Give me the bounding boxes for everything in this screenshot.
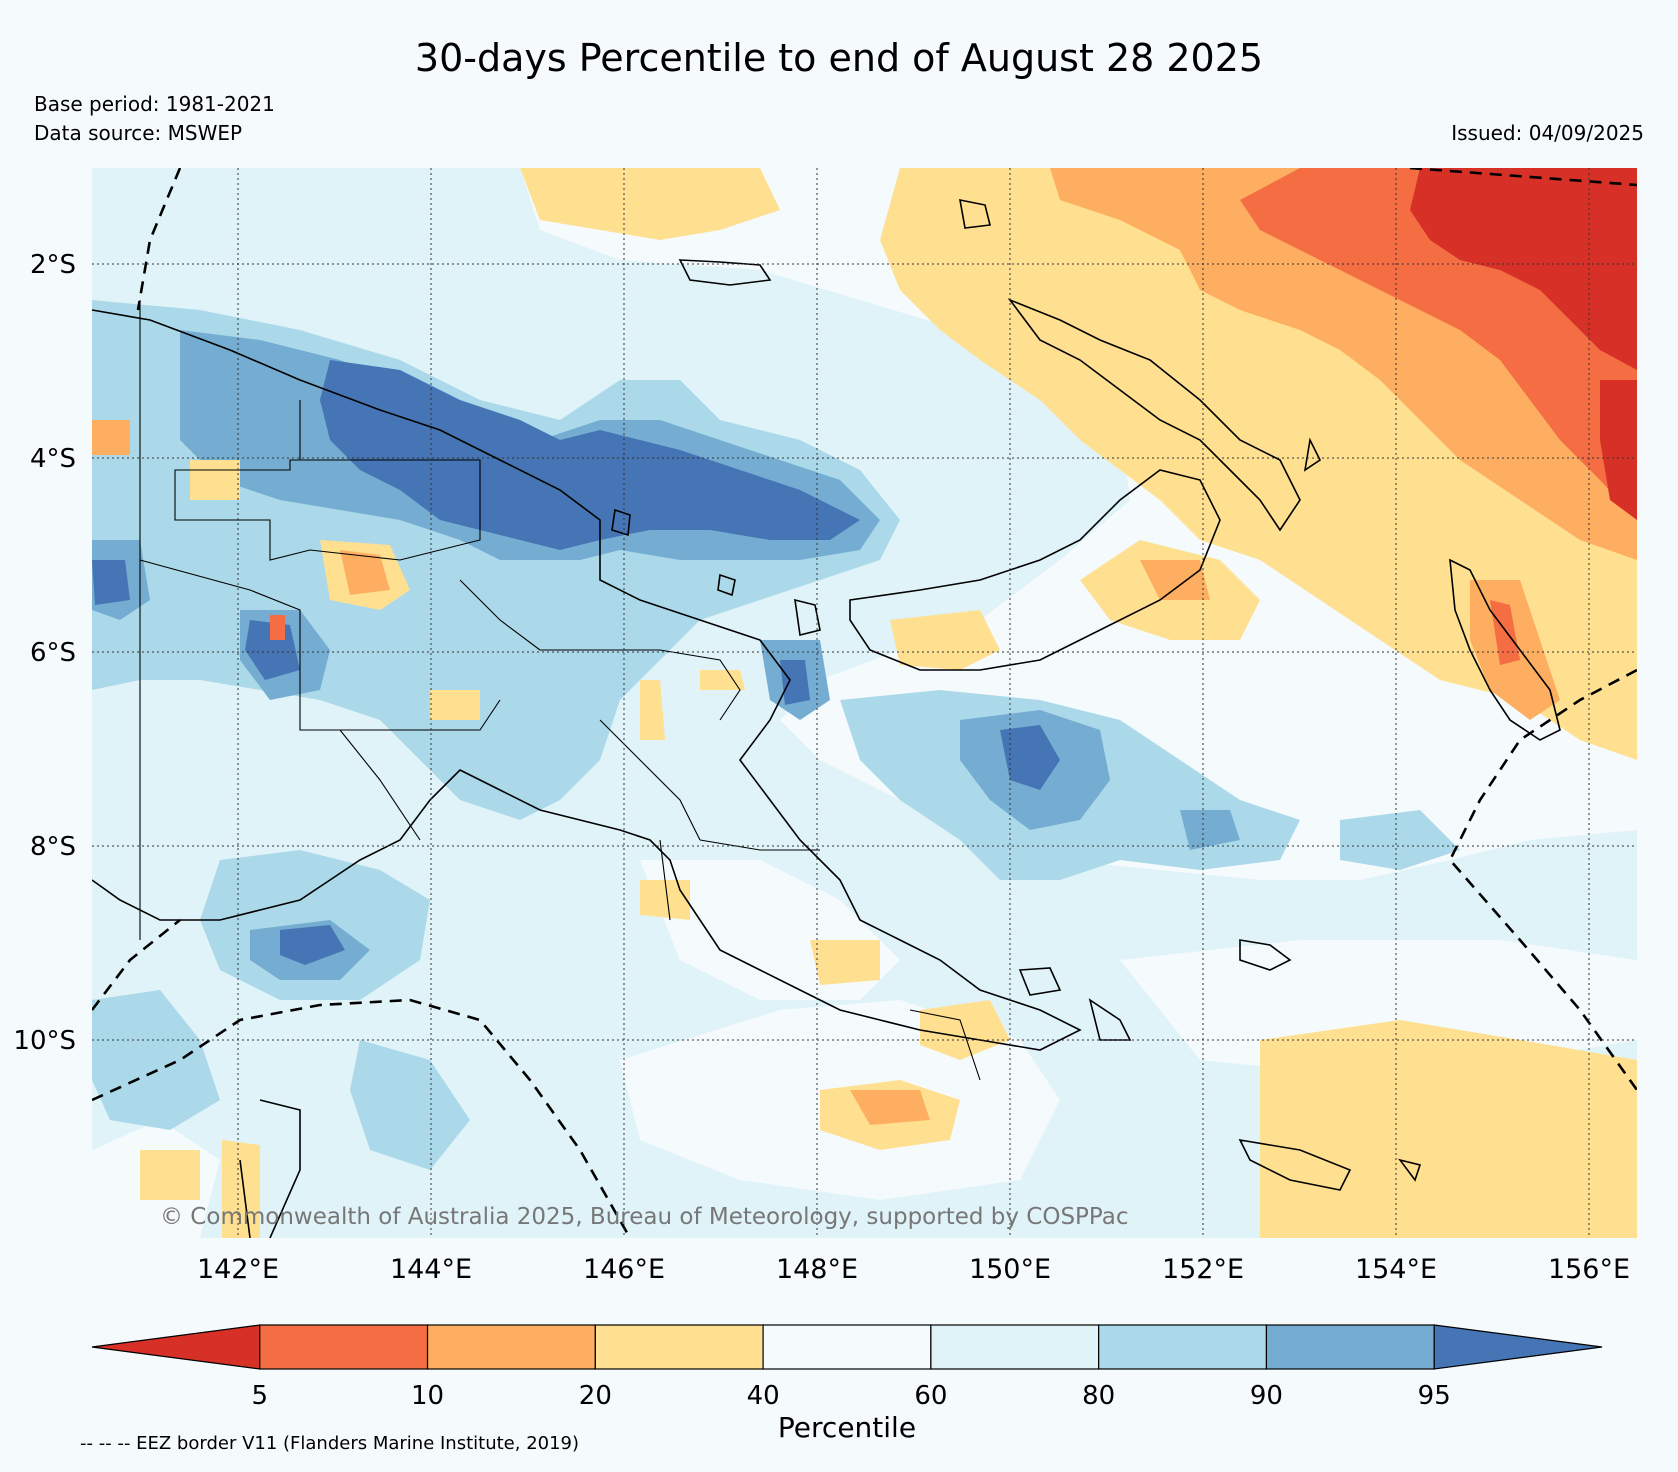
colorbar-tick-label: 95 xyxy=(1418,1381,1451,1411)
colorbar-segment xyxy=(1265,1324,1435,1370)
colorbar-tick-label: 20 xyxy=(579,1381,612,1411)
colorbar-tick-label: 5 xyxy=(252,1381,269,1411)
colorbar-tick-label: 40 xyxy=(747,1381,780,1411)
base-period: Base period: 1981-2021 xyxy=(34,92,275,116)
lat-label: 10°S xyxy=(13,1026,76,1056)
latitude-labels: 2°S 4°S 6°S 8°S 10°S xyxy=(13,250,76,1056)
lon-label: 150°E xyxy=(969,1254,1051,1285)
colorbar-segment xyxy=(426,1324,596,1370)
percentile-above-95-regions xyxy=(92,360,1060,965)
colorbar-segment xyxy=(594,1324,764,1370)
colorbar-segment xyxy=(930,1324,1100,1370)
lat-label: 2°S xyxy=(30,250,76,280)
colorbar-tick-label: 10 xyxy=(411,1381,444,1411)
lon-label: 144°E xyxy=(390,1254,472,1285)
longitude-labels: 142°E 144°E 146°E 148°E 150°E 152°E 154°… xyxy=(197,1254,1630,1285)
eez-borders xyxy=(92,168,1637,1238)
colorbar-segment xyxy=(91,1324,261,1370)
colorbar-segment xyxy=(1433,1324,1603,1370)
lon-label: 148°E xyxy=(776,1254,858,1285)
colorbar-tick-label: 80 xyxy=(1082,1381,1115,1411)
colorbar-label: Percentile xyxy=(778,1411,916,1444)
graticule xyxy=(92,168,1637,1238)
copyright-text: © Commonwealth of Australia 2025, Bureau… xyxy=(160,1204,1129,1230)
lat-label: 4°S xyxy=(30,444,76,474)
map-area: © Commonwealth of Australia 2025, Bureau… xyxy=(92,168,1637,1238)
map-title: 30-days Percentile to end of August 28 2… xyxy=(414,36,1264,80)
lon-label: 152°E xyxy=(1162,1254,1244,1285)
colorbar-tick-label: 90 xyxy=(1250,1381,1283,1411)
colorbar-segment xyxy=(762,1324,932,1370)
percentile-below-5-regions xyxy=(1410,168,1637,520)
issued-date: Issued: 04/09/2025 xyxy=(1451,121,1644,145)
lat-label: 6°S xyxy=(30,638,76,668)
eez-legend-note: -- -- -- EEZ border V11 (Flanders Marine… xyxy=(80,1433,580,1454)
lat-label: 8°S xyxy=(30,832,76,862)
data-source: Data source: MSWEP xyxy=(34,121,243,145)
lon-label: 156°E xyxy=(1548,1254,1630,1285)
colorbar-segment xyxy=(259,1324,429,1370)
colorbar-segment xyxy=(1098,1324,1268,1370)
lon-label: 146°E xyxy=(583,1254,665,1285)
lon-label: 142°E xyxy=(197,1254,279,1285)
colorbar: 5 10 20 40 60 80 90 95 Percentile xyxy=(91,1324,1603,1444)
colorbar-tick-label: 60 xyxy=(914,1381,947,1411)
lon-label: 154°E xyxy=(1355,1254,1437,1285)
